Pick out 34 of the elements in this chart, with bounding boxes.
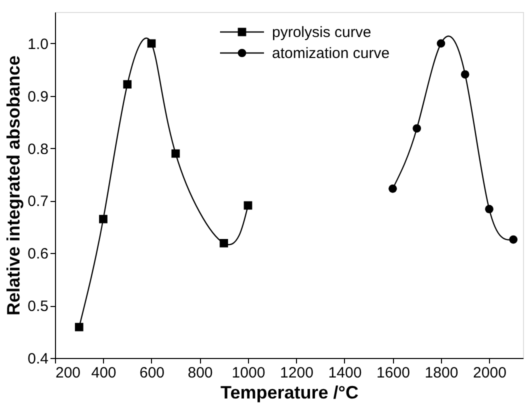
point bbox=[74, 322, 84, 332]
legend-label: atomization curve bbox=[272, 45, 390, 62]
x-tick-label: 400 bbox=[91, 364, 116, 382]
x-tick-label: 2000 bbox=[473, 364, 506, 382]
y-tick-label: 0.7 bbox=[28, 193, 48, 210]
legend-label: pyrolysis curve bbox=[272, 24, 372, 41]
y-tick-label: 0.6 bbox=[28, 246, 48, 263]
point bbox=[509, 235, 518, 244]
x-tick-label: 800 bbox=[188, 364, 213, 382]
y-axis-title: Relative integrated absobance bbox=[4, 55, 24, 316]
x-tick-label: 1600 bbox=[376, 364, 410, 382]
x-axis-title: Temperature /°C bbox=[220, 382, 358, 402]
y-tick-label: 1.0 bbox=[28, 36, 48, 53]
point bbox=[147, 39, 156, 48]
x-tick-label: 600 bbox=[139, 364, 165, 382]
x-tick-label: 1200 bbox=[280, 364, 314, 382]
point bbox=[244, 201, 252, 210]
point bbox=[460, 70, 470, 79]
x-tick-label: 200 bbox=[56, 364, 81, 382]
point bbox=[436, 39, 446, 48]
point bbox=[485, 204, 494, 214]
y-tick-label: 0.5 bbox=[28, 298, 48, 316]
point bbox=[412, 124, 422, 133]
y-tick-label: 0.9 bbox=[28, 88, 48, 106]
point bbox=[123, 80, 132, 89]
point bbox=[220, 239, 228, 248]
point bbox=[388, 184, 397, 193]
x-tick-label: 1800 bbox=[424, 364, 458, 382]
x-tick-label: 1400 bbox=[328, 364, 362, 382]
x-tick-label: 1000 bbox=[232, 364, 266, 382]
y-tick-label: 0.8 bbox=[28, 140, 48, 158]
y-tick-label: 0.4 bbox=[28, 350, 48, 368]
point bbox=[171, 149, 180, 158]
point bbox=[99, 214, 108, 224]
